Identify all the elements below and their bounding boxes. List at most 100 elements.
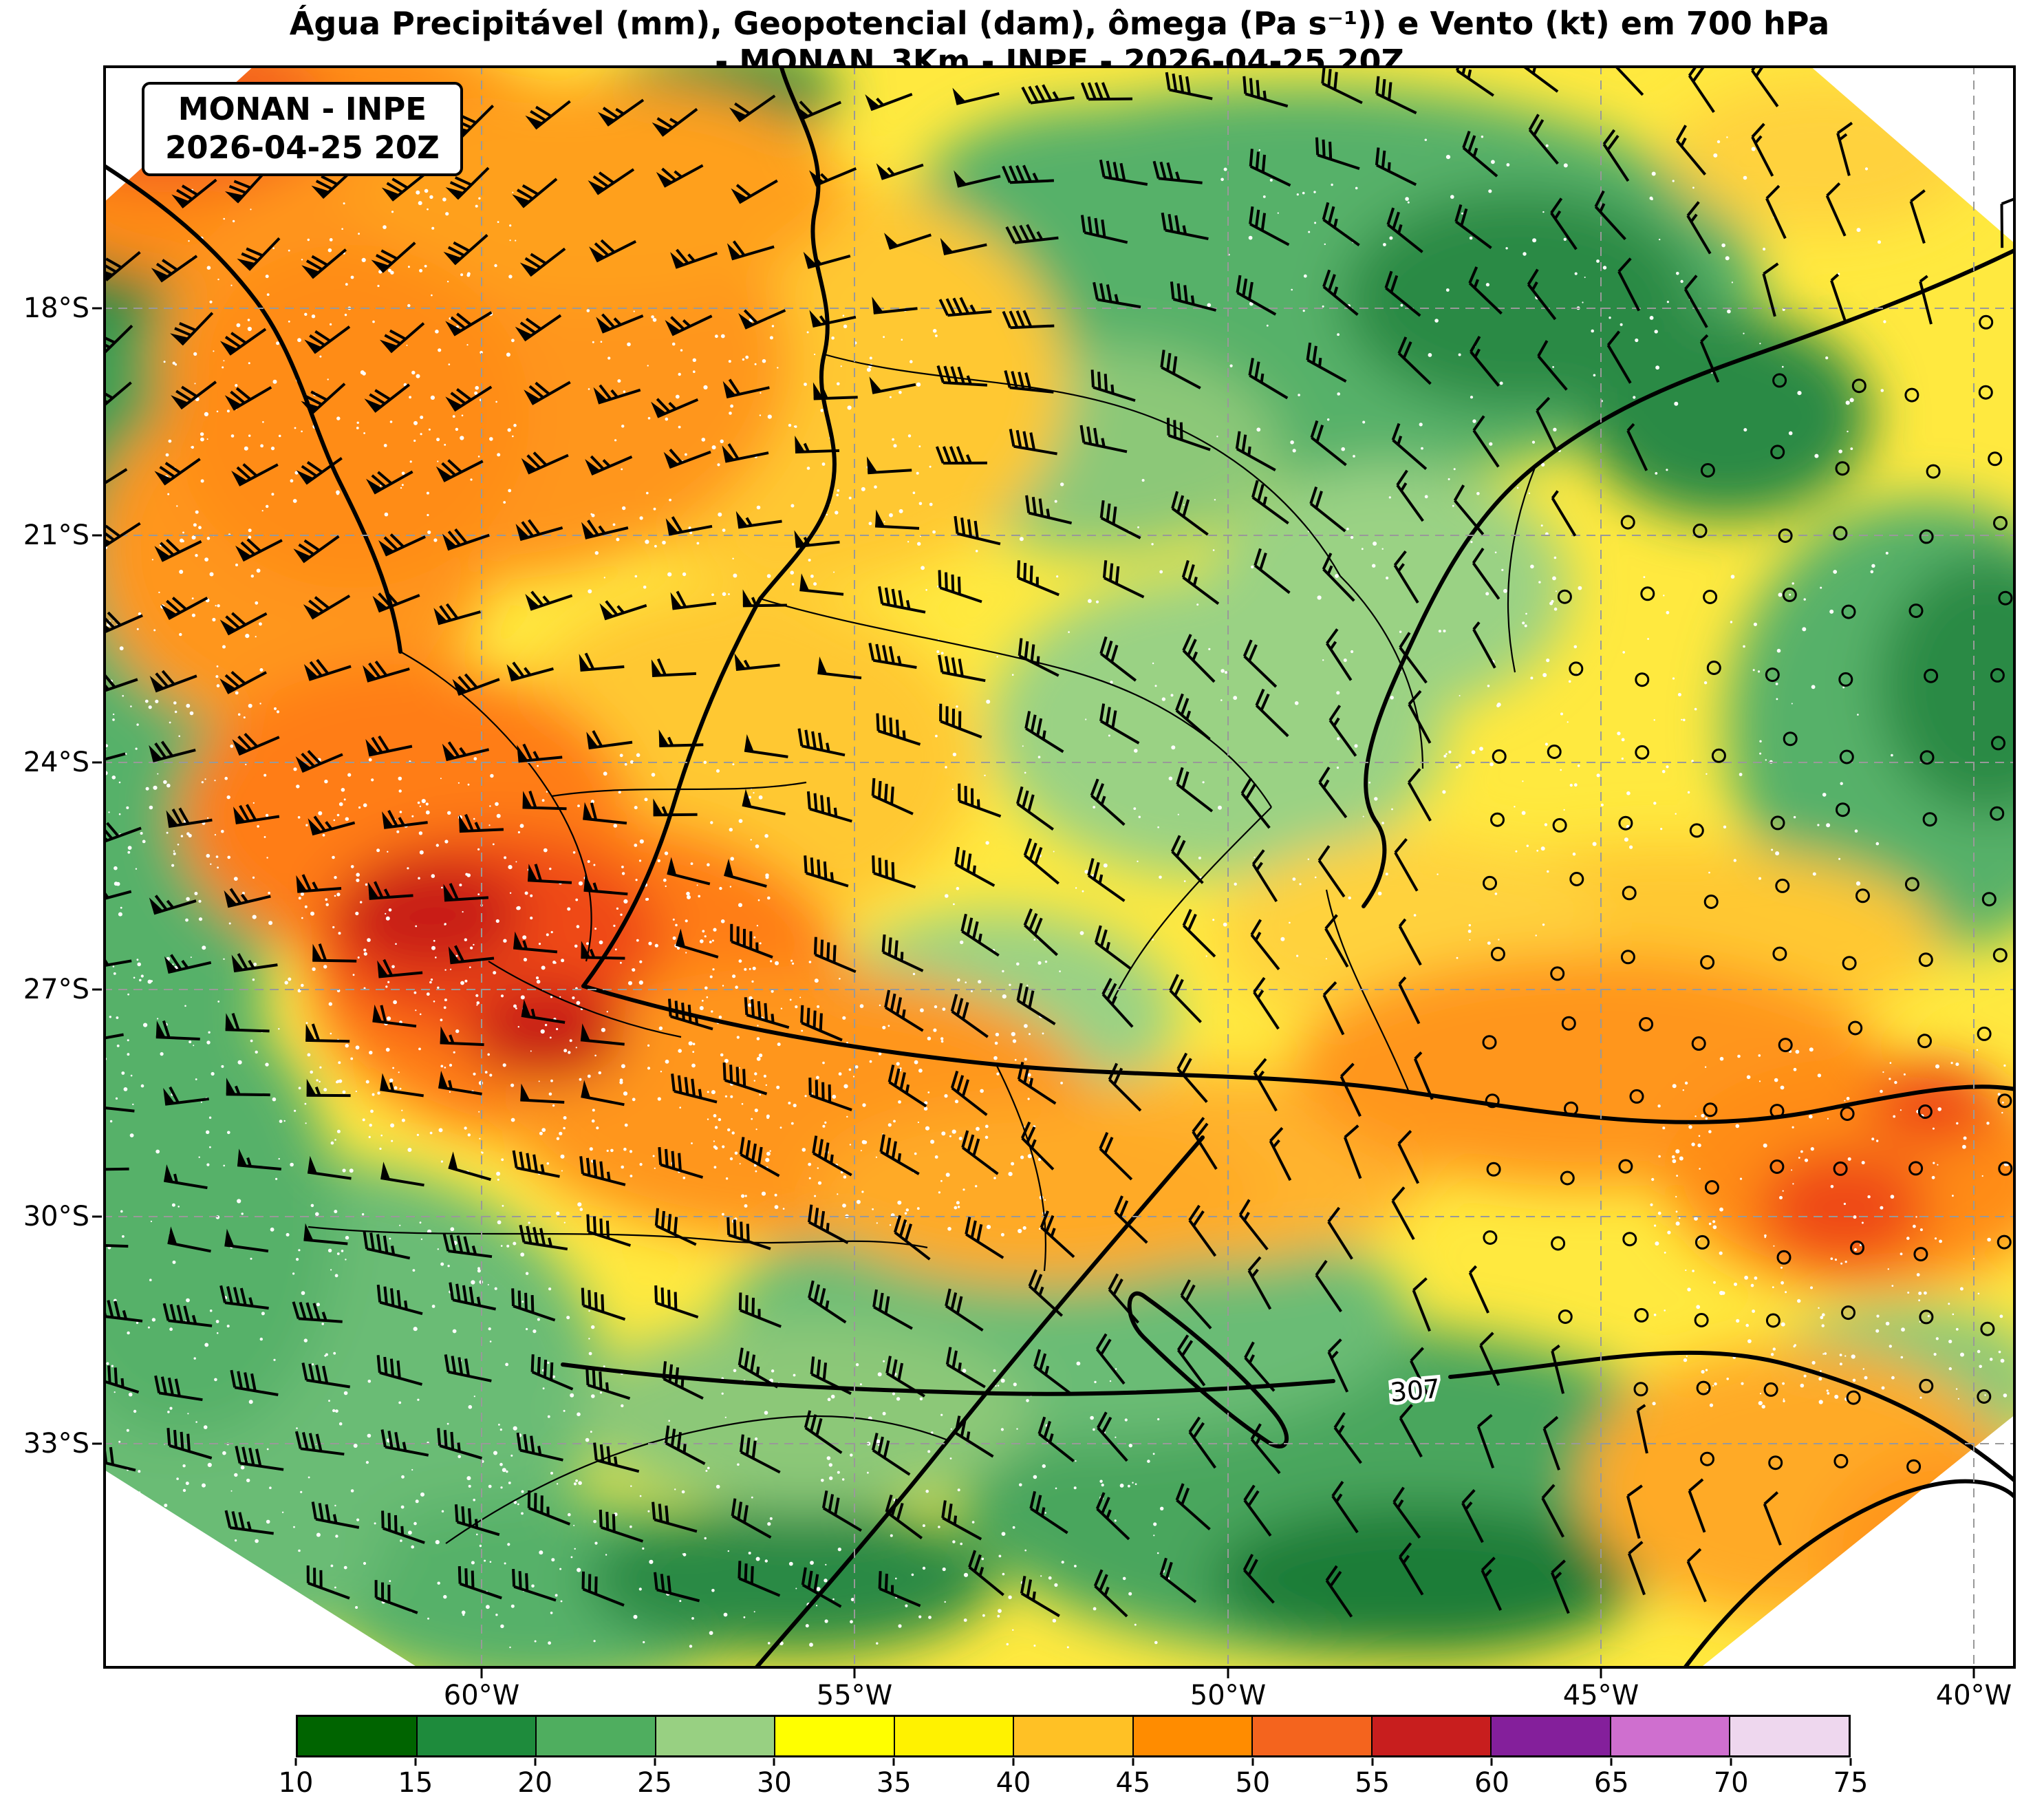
y-tick-label: 33°S <box>23 1428 89 1459</box>
colorbar-tick-label: 20 <box>517 1767 553 1799</box>
y-axis-ticks: 18°S 21°S 24°S 27°S 30°S 33°S <box>0 65 102 1669</box>
colorbar-cell <box>775 1717 895 1755</box>
x-tick-mark <box>480 1669 483 1678</box>
colorbar-tick-mark <box>1371 1758 1374 1766</box>
colorbar-tick-label: 60 <box>1474 1767 1509 1799</box>
state-border-line <box>400 651 592 962</box>
geopotential-coast-line <box>1362 248 2016 908</box>
colorbar-tick-mark <box>773 1758 775 1766</box>
colorbar-cell <box>1253 1717 1373 1755</box>
y-tick-label: 27°S <box>23 974 89 1005</box>
geopotential-contour-label: 307 <box>1389 1373 1441 1408</box>
y-tick-mark <box>92 988 102 991</box>
state-border-line <box>824 353 1341 577</box>
colorbar-tick-mark <box>414 1758 417 1766</box>
colorbar-cell <box>298 1717 418 1755</box>
colorbar-tick-mark <box>1610 1758 1613 1766</box>
colorbar-tick-mark <box>892 1758 895 1766</box>
x-tick-label: 50°W <box>1190 1680 1267 1711</box>
colorbar-cell <box>1611 1717 1731 1755</box>
y-tick-label: 30°S <box>23 1201 89 1232</box>
state-border-line <box>488 961 682 1038</box>
geopotential-coast-line <box>1127 1291 1289 1448</box>
colorbar-ticks: 10 15 20 25 30 35 40 45 50 55 60 65 70 75 <box>279 1758 1868 1804</box>
colorbar-tick-label: 35 <box>876 1767 912 1799</box>
precipitable-water-field-map: 307 <box>103 65 2016 1669</box>
model-label-line1: MONAN - INPE <box>177 91 427 127</box>
geopotential-coast-line <box>758 65 837 601</box>
chart-title-line1: Água Precipitável (mm), Geopotencial (da… <box>289 5 1830 42</box>
colorbar-tick-label: 10 <box>278 1767 314 1799</box>
domain-corner-cut <box>1809 65 2016 244</box>
colorbar-tick-label: 45 <box>1115 1767 1151 1799</box>
y-tick-mark <box>92 761 102 764</box>
colorbar-tick-label: 40 <box>996 1767 1031 1799</box>
geopotential-coast-line <box>581 984 2016 1124</box>
colorbar-tick-label: 15 <box>398 1767 433 1799</box>
geopotential-coast-line <box>1448 1350 2016 1484</box>
state-border-line <box>445 1415 949 1544</box>
omega-stipple <box>103 136 2010 1649</box>
chart-title: Água Precipitável (mm), Geopotencial (da… <box>103 0 2016 80</box>
map-area: 307 MONAN - INPE 2026-04-25 20Z <box>103 65 2016 1669</box>
colorbar-tick-label: 55 <box>1355 1767 1390 1799</box>
colorbar-tick-label: 75 <box>1833 1767 1869 1799</box>
colorbar-tick-label: 65 <box>1593 1767 1629 1799</box>
model-label-box: MONAN - INPE 2026-04-25 20Z <box>142 82 463 176</box>
y-tick-mark <box>92 1215 102 1218</box>
geopotential-coast-line <box>561 1362 1335 1396</box>
geopotential-coast-line <box>103 163 402 654</box>
x-tick-mark <box>1600 1669 1602 1678</box>
x-tick-mark <box>853 1669 856 1678</box>
colorbar-tick-mark <box>1849 1758 1852 1766</box>
colorbar-tick-mark <box>1132 1758 1134 1766</box>
wind-barbs <box>103 65 2016 1618</box>
state-border-line <box>1507 465 1537 673</box>
colorbar-cell <box>537 1717 656 1755</box>
colorbar-tick-mark <box>1490 1758 1493 1766</box>
x-tick-mark <box>1227 1669 1229 1678</box>
state-border-line <box>996 1064 1046 1272</box>
y-tick-label: 21°S <box>23 520 89 551</box>
colorbar-tick-label: 25 <box>637 1767 672 1799</box>
colorbar-tick-label: 50 <box>1235 1767 1271 1799</box>
colorbar-tick-mark <box>534 1758 537 1766</box>
state-border-line <box>1112 806 1272 1001</box>
colorbar-cell <box>1133 1717 1254 1755</box>
x-tick-label: 45°W <box>1562 1680 1639 1711</box>
colorbar-tick-mark <box>1012 1758 1015 1766</box>
x-tick-mark <box>1972 1669 1975 1678</box>
y-tick-mark <box>92 534 102 537</box>
y-tick-label: 18°S <box>23 292 89 324</box>
model-label-line2: 2026-04-25 20Z <box>165 129 440 167</box>
colorbar-cell <box>1372 1717 1492 1755</box>
x-tick-label: 40°W <box>1935 1680 2012 1711</box>
field-blobs <box>103 65 2016 1669</box>
x-tick-label: 55°W <box>816 1680 893 1711</box>
state-border-line <box>760 597 1272 808</box>
y-tick-mark <box>92 1442 102 1445</box>
colorbar <box>296 1715 1851 1757</box>
geopotential-coast-line <box>581 597 762 988</box>
x-axis-ticks: 60°W 55°W 50°W 45°W 40°W <box>103 1669 2016 1718</box>
colorbar-cell <box>656 1717 776 1755</box>
colorbar-tick-label: 30 <box>756 1767 792 1799</box>
y-tick-label: 24°S <box>23 747 89 778</box>
colorbar-tick-mark <box>1251 1758 1254 1766</box>
x-tick-label: 60°W <box>443 1680 520 1711</box>
map-border <box>103 65 2016 1669</box>
colorbar-tick-label: 70 <box>1713 1767 1749 1799</box>
colorbar-cell <box>1730 1717 1849 1755</box>
colorbar-tick-mark <box>1730 1758 1732 1766</box>
domain-corner-cut <box>1699 1414 2016 1669</box>
geopotential-coast-line <box>1682 1479 2016 1669</box>
colorbar-tick-mark <box>654 1758 656 1766</box>
colorbar-cell <box>417 1717 537 1755</box>
colorbar-tick-mark <box>294 1758 297 1766</box>
state-border-line <box>1325 889 1410 1093</box>
state-border-line <box>551 781 807 798</box>
y-tick-mark <box>92 307 102 310</box>
domain-corner-cut <box>103 1469 420 1669</box>
colorbar-cell <box>1492 1717 1611 1755</box>
